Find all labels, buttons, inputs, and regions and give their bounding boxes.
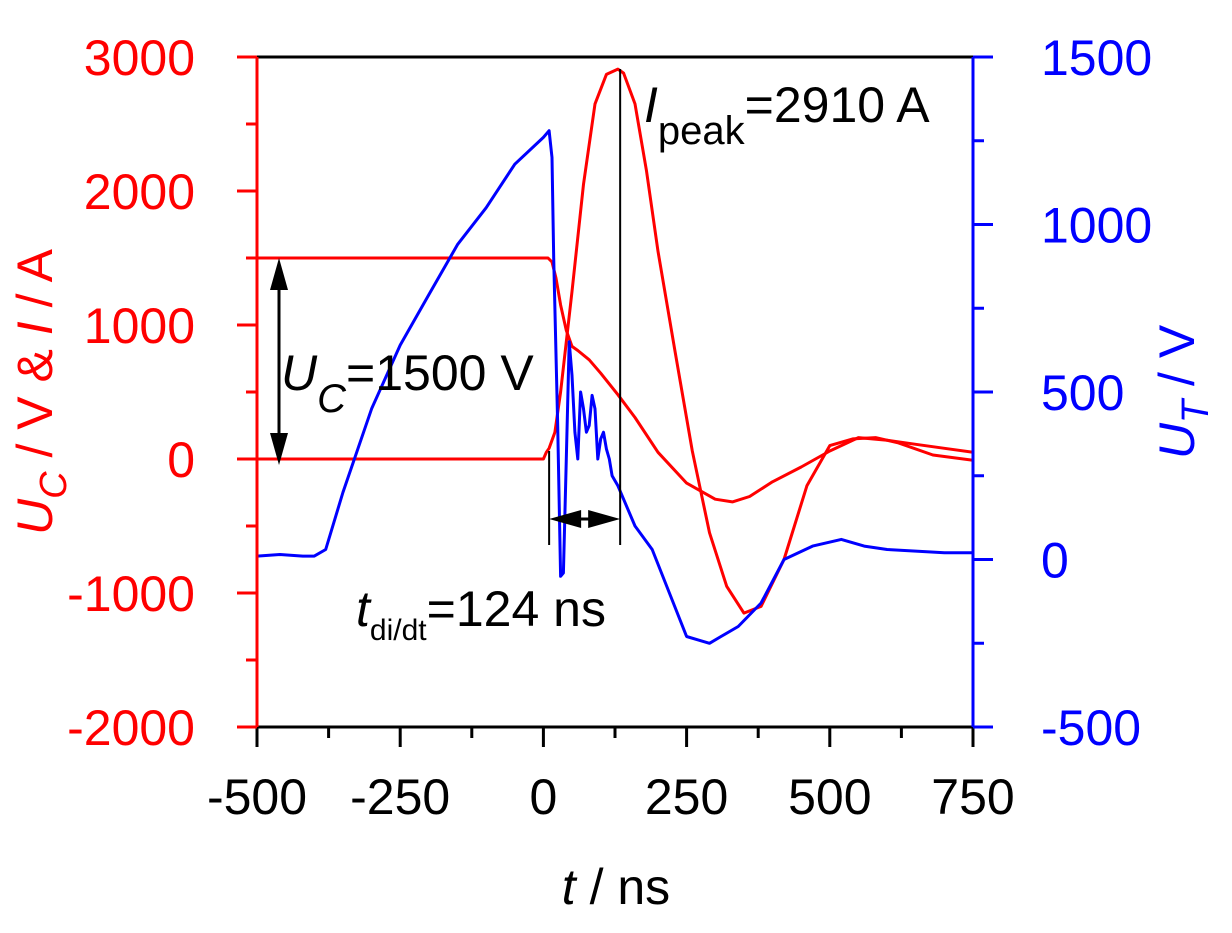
t-annotation: tdi/dt=124 ns (356, 581, 606, 647)
left-y-axis-title: UC / V & I / A (7, 248, 75, 535)
uc-arrow-head-top (270, 258, 288, 290)
t-arrow-head-right (588, 510, 621, 528)
left-y-tick-label: 0 (167, 432, 195, 488)
x-tick-label: 0 (529, 769, 557, 825)
left-y-tick-label: -1000 (67, 566, 195, 622)
x-axis-title: t / ns (562, 859, 670, 915)
annotation-marks (270, 69, 622, 545)
ticks: -500 -250 0 250 500 750 -2000 -1000 0 1000 2000 300… (67, 30, 1152, 825)
x-tick-label: 250 (645, 769, 728, 825)
series-line-2 (257, 67, 973, 615)
t-arrow-head-left (549, 510, 582, 528)
uc-arrow-head-bottom (270, 433, 288, 465)
left-y-tick-label: 2000 (84, 164, 195, 220)
right-y-axis-title: UT / V (1149, 324, 1217, 459)
right-y-tick-label: -500 (1041, 700, 1141, 756)
x-tick-label: 500 (788, 769, 871, 825)
right-y-tick-label: 1500 (1041, 30, 1152, 86)
left-y-tick-label: -2000 (67, 700, 195, 756)
series-line-3 (257, 129, 973, 645)
right-y-tick-label: 0 (1041, 533, 1069, 589)
right-y-tick-label: 500 (1041, 365, 1124, 421)
x-tick-label: -250 (350, 769, 450, 825)
peak-annotation: Ipeak=2910 A (644, 77, 930, 153)
x-tick-label: -500 (207, 769, 307, 825)
plot-area (257, 67, 973, 645)
uc-annotation: UC=1500 V (281, 345, 534, 421)
left-y-tick-label: 1000 (84, 298, 195, 354)
x-tick-label: 750 (931, 769, 1014, 825)
right-y-tick-label: 1000 (1041, 198, 1152, 254)
left-y-tick-label: 3000 (84, 30, 195, 86)
